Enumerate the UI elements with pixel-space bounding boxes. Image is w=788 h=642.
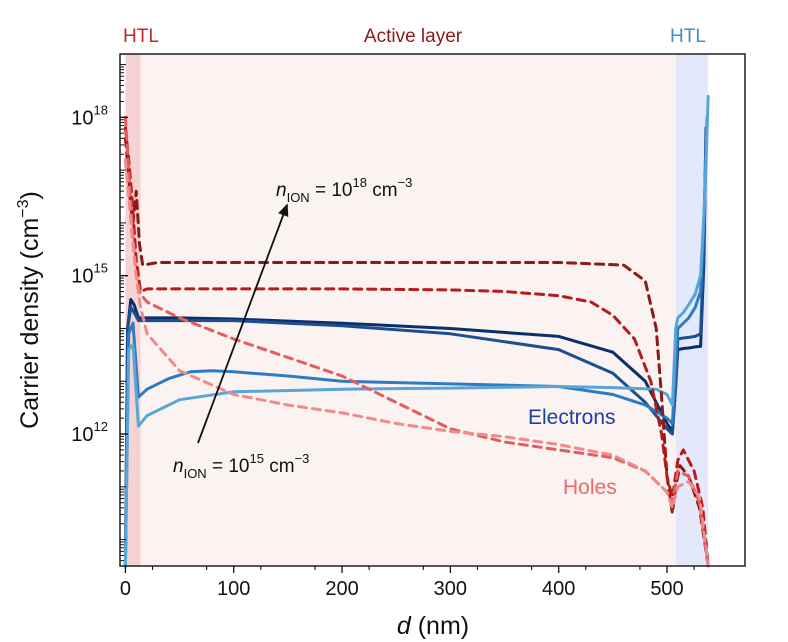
y-tick-label-1: 1015 [71, 261, 108, 288]
plot-frame [119, 53, 746, 567]
region-band-1 [140, 54, 676, 566]
region-label-active-layer: Active layer [364, 26, 463, 47]
axis-tick-labels: 0 100 200 300 400 500 1012 1015 1018 [71, 102, 683, 600]
legend-label-holes: Holes [563, 476, 617, 499]
y-tick-label-2: 1018 [71, 102, 108, 129]
region-label-htl-right: HTL [670, 26, 706, 47]
x-tick-label-4: 400 [542, 578, 575, 600]
series-line-holes-7 [123, 158, 710, 568]
series-line-electrons-0 [123, 137, 708, 568]
annotation-nion-high: nION = 1018 cm−3 [276, 175, 412, 205]
x-tick-label-2: 200 [325, 578, 358, 600]
x-tick-label-1: 100 [217, 578, 250, 600]
y-tick-label-0: 1012 [71, 419, 108, 446]
x-tick-label-5: 500 [650, 578, 683, 600]
region-label-htl-left: HTL [123, 26, 159, 47]
series-layer [123, 94, 710, 568]
x-tick-label-3: 300 [434, 578, 467, 600]
x-axis-title: d (nm) [397, 612, 469, 640]
x-tick-label-0: 0 [120, 578, 131, 600]
y-axis-title: Carrier density (cm−3) [15, 191, 44, 429]
series-line-electrons-1 [123, 126, 708, 568]
nion-arrow [197, 203, 289, 444]
series-line-holes-5 [123, 126, 710, 568]
region-backgrounds [125, 54, 709, 566]
axis-ticks [120, 64, 695, 573]
legend-label-electrons: Electrons [528, 406, 616, 429]
annotation-nion-low: nION = 1015 cm−3 [173, 451, 309, 481]
series-line-electrons-3 [123, 94, 710, 568]
